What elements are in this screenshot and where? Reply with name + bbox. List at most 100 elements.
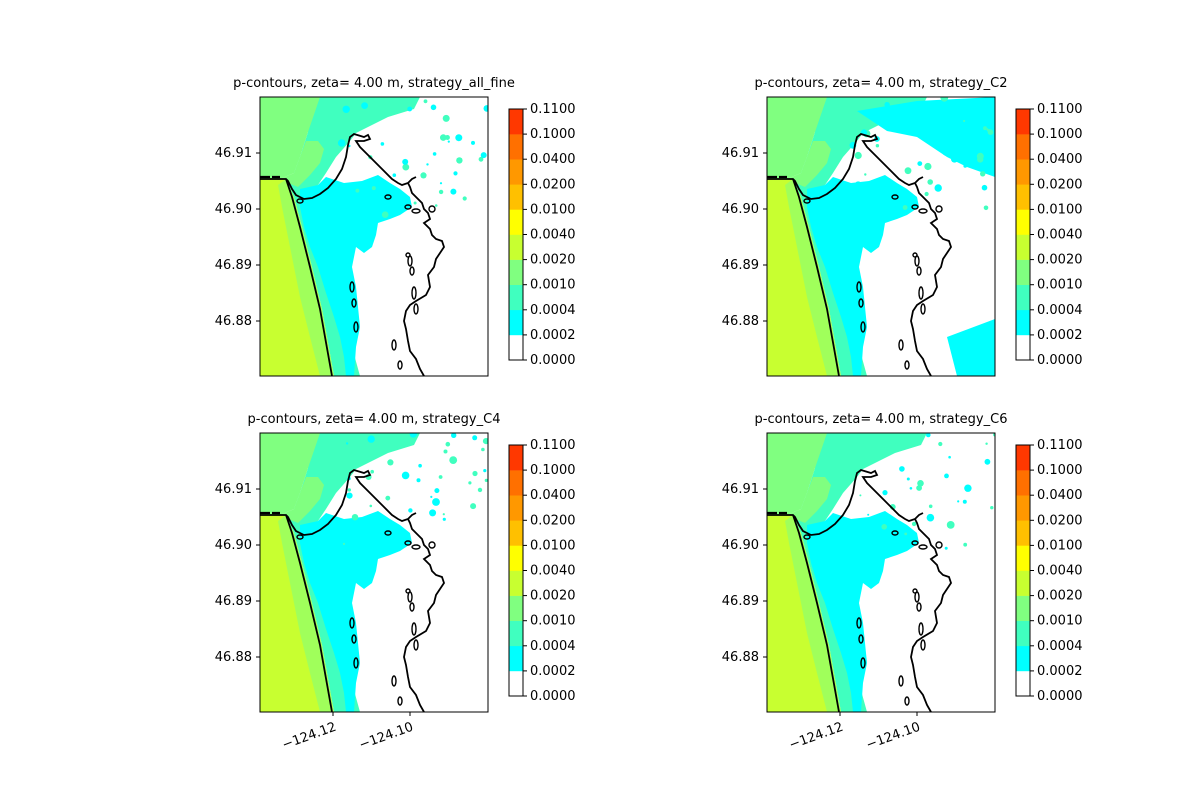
- contour-speckle: [885, 97, 891, 103]
- contour-speckle: [882, 446, 885, 449]
- contour-speckle: [369, 504, 373, 508]
- contour-speckle: [854, 151, 862, 160]
- contour-speckle: [371, 186, 376, 191]
- ytick-label: 46.89: [722, 594, 759, 609]
- contour-band-0.0010: [767, 433, 827, 515]
- contour-speckle: [432, 498, 440, 506]
- contour-speckle: [416, 478, 421, 483]
- contour-speckle: [352, 455, 357, 461]
- contour-speckle: [983, 126, 987, 131]
- contour-speckle: [917, 161, 923, 166]
- contour-speckle: [418, 463, 422, 468]
- contour-speckle: [881, 524, 887, 530]
- contour-speckle: [370, 469, 374, 474]
- contour-speckle: [445, 441, 451, 447]
- contour-band-0.0010-c: [785, 179, 841, 376]
- contour-speckle: [904, 532, 908, 536]
- contour-speckle: [859, 494, 862, 497]
- colorbar-label: 0.1000: [530, 463, 576, 478]
- contour-band-0.0002: [807, 511, 919, 712]
- contour-speckle: [402, 163, 410, 171]
- contour-speckle: [364, 195, 368, 199]
- colorbar-label: 0.1100: [530, 102, 576, 117]
- island-outline: [858, 298, 864, 308]
- axes-frame: [259, 432, 489, 713]
- contour-speckle: [429, 509, 437, 517]
- panel-title: p-contours, zeta= 4.00 m, strategy_C2: [755, 76, 1008, 91]
- colorbar-swatch: [509, 520, 523, 546]
- contour-speckle: [985, 442, 988, 445]
- colorbar-swatch: [509, 595, 523, 621]
- contour-band-0.0002: [807, 175, 919, 376]
- colorbar-label: 0.0100: [530, 202, 576, 217]
- contour-speckle: [355, 188, 360, 193]
- colorbar-label: 0.0000: [1037, 353, 1083, 368]
- contour-speckle: [426, 163, 429, 166]
- contour-speckle: [957, 500, 960, 503]
- contour-speckle: [859, 441, 864, 446]
- colorbar-label: 0.0004: [530, 303, 576, 318]
- contour-speckle: [854, 181, 862, 189]
- contour-speckle: [447, 140, 450, 143]
- contour-band-0.0010-b: [280, 477, 324, 523]
- contour-speckle: [864, 173, 867, 176]
- contour-band-0.0010: [767, 97, 827, 179]
- contour-band-0.0010: [260, 433, 320, 515]
- contour-speckle: [342, 105, 350, 113]
- island-outline: [891, 194, 899, 200]
- island-outline: [918, 622, 924, 636]
- contour-speckle: [893, 443, 898, 448]
- colorbar-swatch: [509, 545, 523, 571]
- island-outline: [351, 634, 357, 644]
- contour-speckle: [482, 438, 488, 445]
- colorbar-swatch: [509, 159, 523, 185]
- contour-speckle: [942, 149, 949, 156]
- island-outline: [935, 541, 943, 549]
- contour-speckle: [938, 441, 943, 447]
- contour-speckle: [893, 97, 897, 101]
- contour-speckle: [347, 488, 351, 492]
- colorbar-swatch: [1016, 234, 1030, 260]
- contour-speckle: [882, 490, 888, 496]
- colorbar-label: 0.0010: [1037, 278, 1083, 293]
- contour-speckle: [434, 488, 440, 494]
- island-outline: [803, 198, 811, 204]
- contour-speckle: [443, 449, 448, 454]
- ytick-label: 46.88: [215, 314, 252, 329]
- contour-speckle: [990, 506, 994, 510]
- island-outline: [411, 622, 417, 636]
- coastline-east: [910, 182, 952, 376]
- island-outline: [920, 639, 926, 651]
- colorbar-label: 0.0040: [1037, 228, 1083, 243]
- contour-band-0.0010-c: [278, 179, 334, 376]
- island-outline: [911, 540, 919, 546]
- contour-speckle: [480, 152, 487, 159]
- colorbar-swatch: [509, 184, 523, 210]
- contour-speckle: [472, 435, 478, 441]
- ytick-label: 46.90: [215, 538, 252, 553]
- colorbar-label: 0.0100: [1037, 202, 1083, 217]
- island-outline: [935, 205, 943, 213]
- colorbar-label: 0.0400: [530, 488, 576, 503]
- contour-speckle: [462, 196, 467, 201]
- island-outline: [351, 298, 357, 308]
- contour-speckle: [916, 443, 919, 446]
- contour-speckle: [381, 199, 389, 207]
- island-outline: [404, 204, 412, 210]
- colorbar-swatch: [1016, 495, 1030, 521]
- contour-speckle: [481, 447, 485, 452]
- coastline: [767, 133, 924, 376]
- island-outline: [916, 602, 922, 612]
- contour-speckle: [366, 537, 369, 541]
- colorbar-label: 0.0020: [1037, 589, 1083, 604]
- island-outline: [911, 204, 919, 210]
- island-outline: [397, 696, 403, 706]
- island-outline: [349, 281, 355, 293]
- island-outline: [296, 198, 304, 204]
- colorbar-label: 0.0400: [530, 152, 576, 167]
- colorbar-swatch: [1016, 645, 1030, 672]
- ytick-label: 46.90: [215, 202, 252, 217]
- island-outline: [904, 360, 910, 370]
- contour-speckle: [963, 119, 966, 123]
- island-outline: [856, 281, 862, 293]
